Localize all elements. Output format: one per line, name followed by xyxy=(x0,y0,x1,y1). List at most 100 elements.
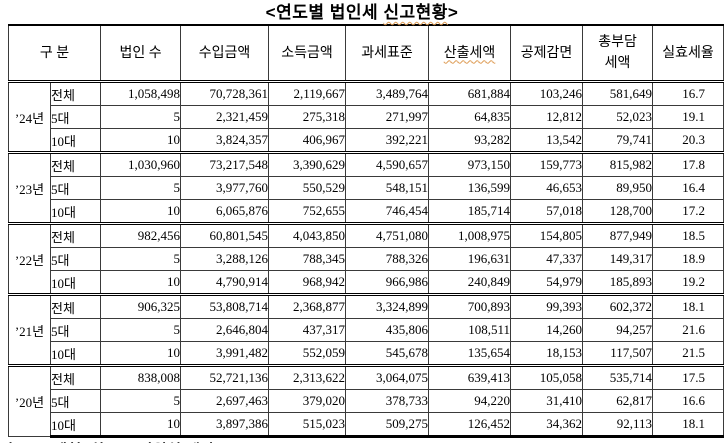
header-corp-count: 법인 수 xyxy=(100,24,182,83)
corporate-tax-table: 구 분 법인 수 수입금액 소득금액 과세표준 산출세액 공제감면 총부담 세액… xyxy=(7,24,724,438)
data-cell: 92,113 xyxy=(582,412,654,438)
data-cell: 752,655 xyxy=(268,199,347,224)
data-cell: 18.5 xyxy=(652,222,724,248)
data-cell: 149,317 xyxy=(582,247,654,271)
table-row: ’22년 전체 982,456 60,801,545 4,043,850 4,751,08… xyxy=(8,222,724,295)
data-cell: 19.1 xyxy=(652,105,724,129)
data-cell: 10 xyxy=(100,128,182,153)
row-category-label: 10대 xyxy=(49,128,102,153)
table-row: ’23년 전체 1,030,960 73,217,548 3,390,629 4,590,… xyxy=(8,151,724,224)
data-cell: 2,697,463 xyxy=(180,389,270,413)
data-cell: 135,654 xyxy=(428,341,512,366)
data-cell: 4,790,914 xyxy=(180,270,270,295)
data-cell: 275,318 xyxy=(268,105,347,129)
row-category-label: 전체 xyxy=(49,364,102,390)
data-cell: 64,835 xyxy=(428,105,512,129)
data-cell: 6,065,876 xyxy=(180,199,270,224)
data-cell: 639,413 xyxy=(428,364,512,390)
data-cell: 79,741 xyxy=(582,128,654,153)
data-cell: 53,808,714 xyxy=(180,293,270,319)
header-effective-rate: 실효세율 xyxy=(652,24,724,83)
data-cell: 548,151 xyxy=(345,176,430,200)
data-cell: 5 xyxy=(100,247,182,271)
table-row: 5대 5 3,977,760 550,529 548,151 136,599 46,653 8… xyxy=(9,176,724,200)
data-cell: 271,997 xyxy=(345,105,430,129)
data-cell: 788,326 xyxy=(345,247,430,271)
data-cell: 18.9 xyxy=(652,247,724,271)
data-cell: 982,456 xyxy=(100,222,182,248)
data-cell: 17.8 xyxy=(652,151,724,177)
data-cell: 392,221 xyxy=(345,128,430,153)
data-cell: 105,058 xyxy=(510,364,584,390)
data-cell: 906,325 xyxy=(100,293,182,319)
data-cell: 154,805 xyxy=(510,222,584,248)
data-cell: 18.1 xyxy=(652,293,724,319)
table-row: 10대 10 3,897,386 515,023 509,275 126,452 34,36… xyxy=(9,412,724,438)
year-label: ’22년 xyxy=(8,222,51,295)
row-category-label: 5대 xyxy=(49,247,102,271)
row-category-label: 10대 xyxy=(49,341,102,366)
table-row: 5대 5 2,321,459 275,318 271,997 64,835 12,812 52… xyxy=(9,105,724,129)
data-cell: 3,390,629 xyxy=(268,151,347,177)
data-cell: 52,721,136 xyxy=(180,364,270,390)
data-cell: 240,849 xyxy=(428,270,512,295)
data-cell: 3,489,764 xyxy=(345,80,430,106)
data-cell: 4,590,657 xyxy=(345,151,430,177)
data-cell: 815,982 xyxy=(582,151,654,177)
table-row: 10대 10 6,065,876 752,655 746,454 185,714 57,01… xyxy=(9,199,724,224)
data-cell: 838,008 xyxy=(100,364,182,390)
data-cell: 10 xyxy=(100,341,182,366)
row-category-label: 5대 xyxy=(49,318,102,342)
data-cell: 108,511 xyxy=(428,318,512,342)
data-cell: 20.3 xyxy=(652,128,724,153)
data-cell: 973,150 xyxy=(428,151,512,177)
row-category-label: 10대 xyxy=(49,270,102,295)
data-cell: 788,345 xyxy=(268,247,347,271)
data-cell: 159,773 xyxy=(510,151,584,177)
data-cell: 103,246 xyxy=(510,80,584,106)
year-label: ’20년 xyxy=(8,364,51,437)
row-category-label: 전체 xyxy=(49,222,102,248)
header-revenue: 수입금액 xyxy=(180,24,270,83)
data-cell: 3,897,386 xyxy=(180,412,270,438)
row-category-label: 10대 xyxy=(49,412,102,438)
data-cell: 18.1 xyxy=(652,412,724,438)
table-row: 10대 10 4,790,914 968,942 966,986 240,849 54,97… xyxy=(9,270,724,295)
data-cell: 185,893 xyxy=(582,270,654,295)
table-row: 5대 5 3,288,126 788,345 788,326 196,631 47,337 1… xyxy=(9,247,724,271)
data-cell: 437,317 xyxy=(268,318,347,342)
data-cell: 99,393 xyxy=(510,293,584,319)
data-cell: 515,023 xyxy=(268,412,347,438)
table-row: 10대 10 3,991,482 552,059 545,678 135,654 18,15… xyxy=(9,341,724,366)
data-cell: 14,260 xyxy=(510,318,584,342)
header-deduction: 공제감면 xyxy=(510,24,584,83)
table-row: ’21년 전체 906,325 53,808,714 2,368,877 3,324,89… xyxy=(8,293,724,366)
data-cell: 185,714 xyxy=(428,199,512,224)
title-suffix: > xyxy=(447,3,459,22)
data-cell: 47,337 xyxy=(510,247,584,271)
data-cell: 46,653 xyxy=(510,176,584,200)
source-note: 자료: 국세청, 차규근 의원실 재가공 xyxy=(0,439,724,443)
data-cell: 4,751,080 xyxy=(345,222,430,248)
row-category-label: 10대 xyxy=(49,199,102,224)
table-row: 5대 5 2,697,463 379,020 378,733 94,220 31,410 62… xyxy=(9,389,724,413)
data-cell: 5 xyxy=(100,176,182,200)
data-cell: 196,631 xyxy=(428,247,512,271)
data-cell: 435,806 xyxy=(345,318,430,342)
data-cell: 535,714 xyxy=(582,364,654,390)
data-cell: 16.6 xyxy=(652,389,724,413)
data-cell: 17.5 xyxy=(652,364,724,390)
table-row: ’20년 전체 838,008 52,721,136 2,313,622 3,064,07… xyxy=(8,364,724,437)
header-tax-base: 과세표준 xyxy=(345,24,430,83)
table-body: ’24년 전체 1,058,498 70,728,361 2,119,667 3,489,… xyxy=(8,80,724,438)
header-row: 구 분 법인 수 수입금액 소득금액 과세표준 산출세액 공제감면 총부담 세액… xyxy=(7,24,724,83)
data-cell: 602,372 xyxy=(582,293,654,319)
year-label: ’21년 xyxy=(8,293,51,366)
data-cell: 1,030,960 xyxy=(100,151,182,177)
row-category-label: 5대 xyxy=(49,176,102,200)
table-row: ’24년 전체 1,058,498 70,728,361 2,119,667 3,489,… xyxy=(8,80,724,153)
data-cell: 10 xyxy=(100,270,182,295)
row-category-label: 전체 xyxy=(49,151,102,177)
data-cell: 550,529 xyxy=(268,176,347,200)
data-cell: 700,893 xyxy=(428,293,512,319)
